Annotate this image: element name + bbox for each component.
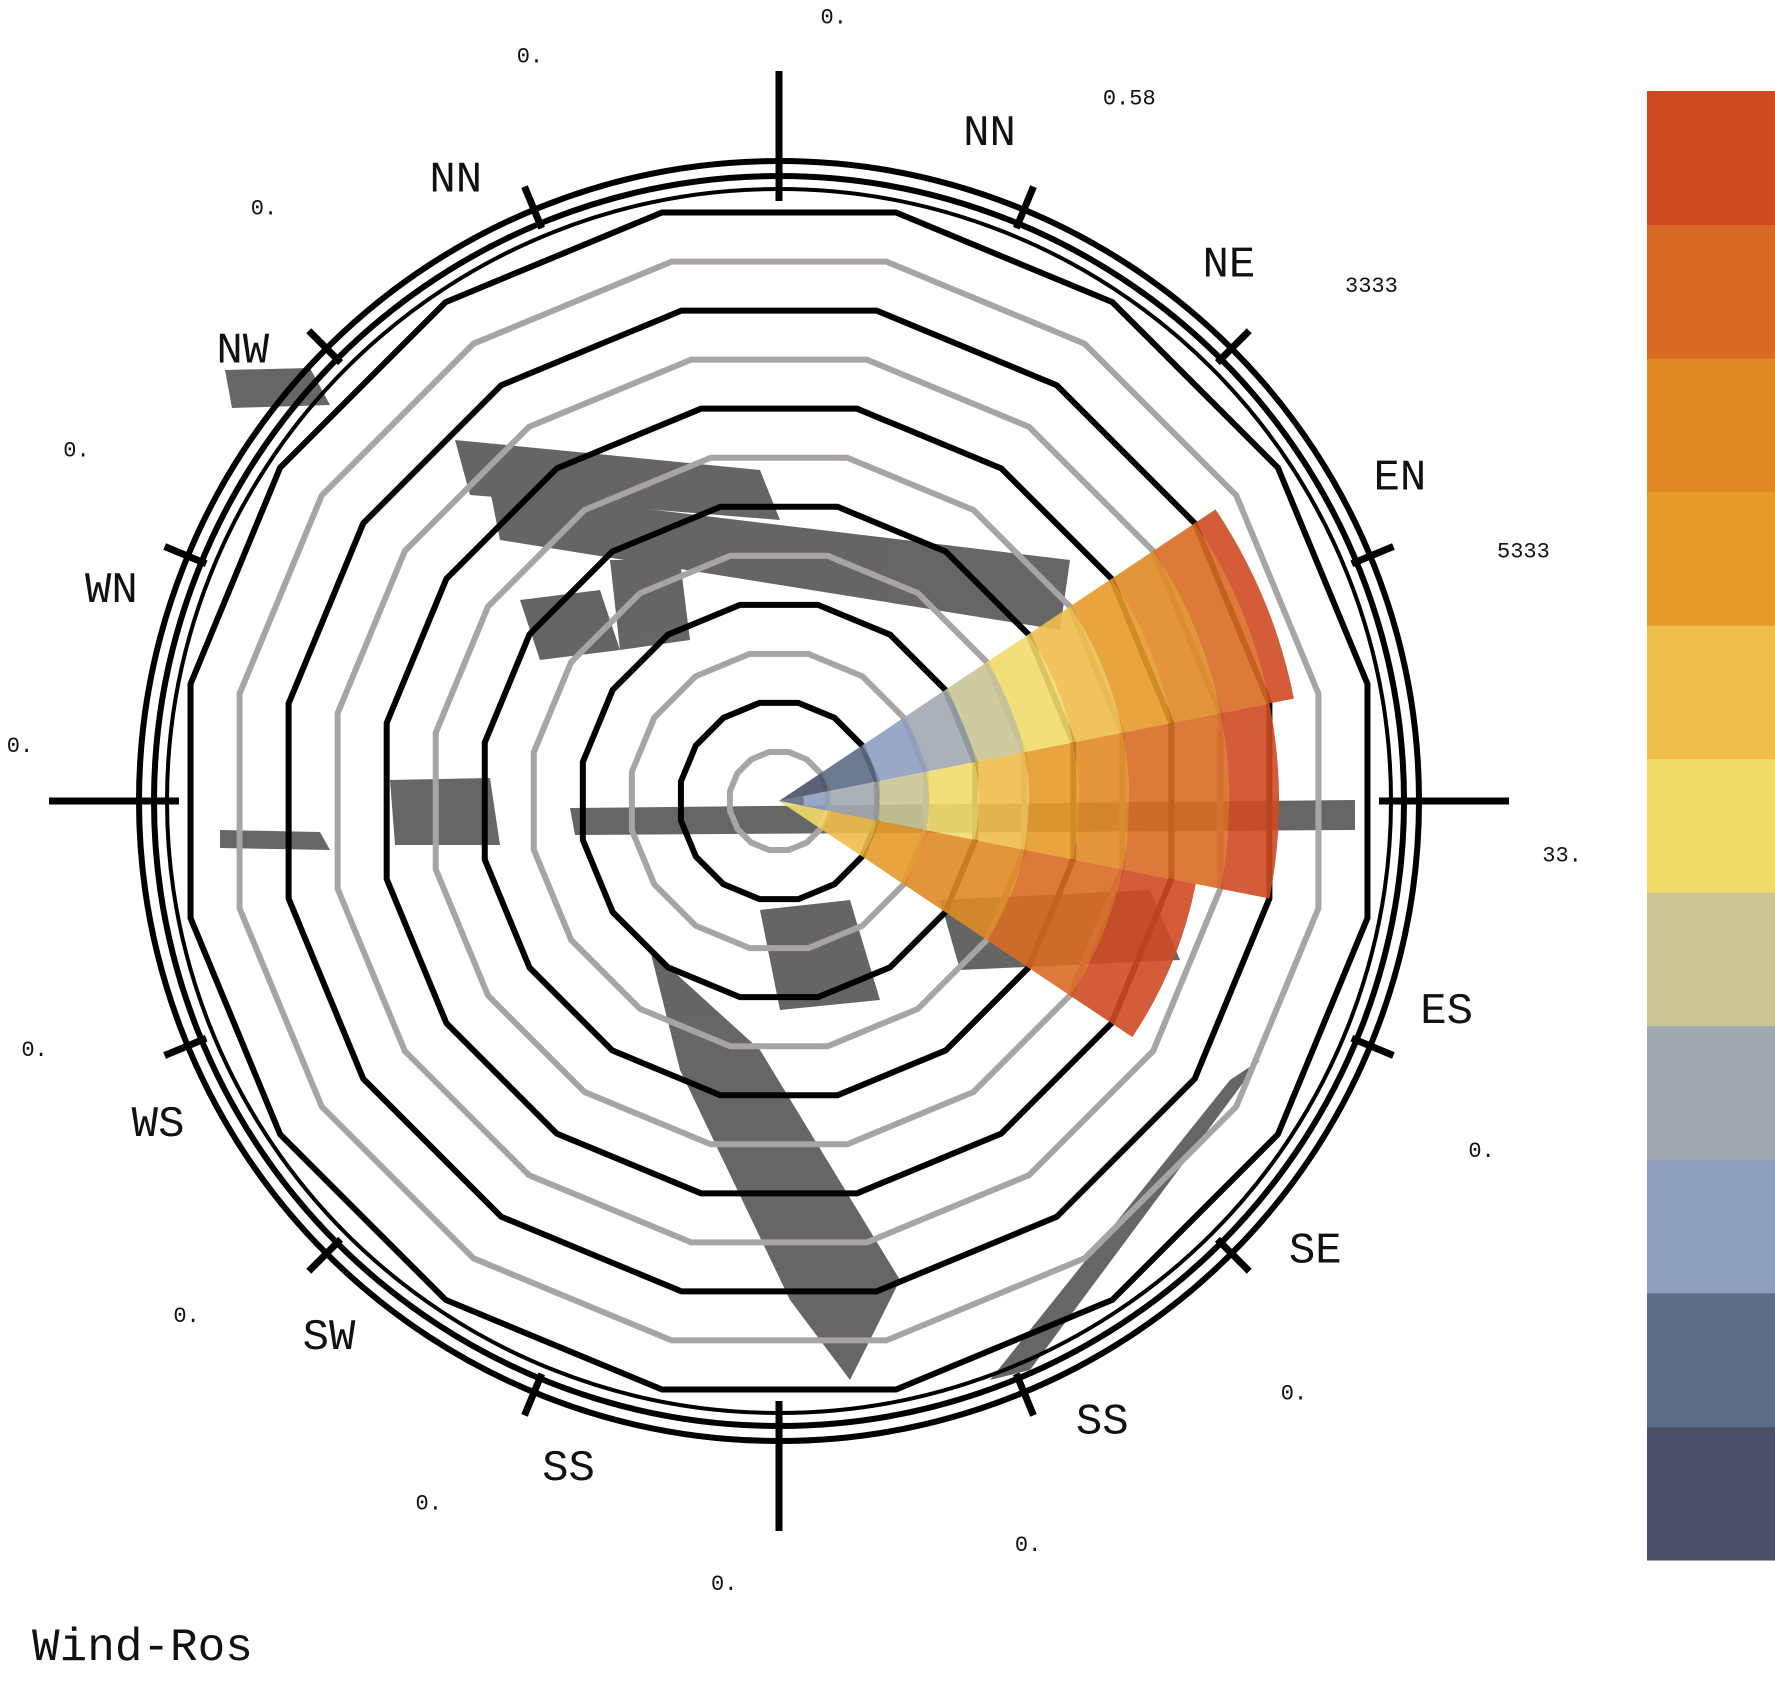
compass-tick — [521, 1372, 545, 1417]
compass-tick — [306, 328, 344, 366]
direction-label: WS — [132, 1100, 185, 1150]
grid-ring — [236, 258, 1322, 1344]
colorbar-swatch — [1647, 91, 1775, 226]
colorbar-swatch — [1647, 224, 1775, 359]
building — [390, 778, 500, 845]
wind-sector — [1028, 606, 1123, 743]
wind-sector — [862, 820, 927, 885]
total-label: 0. — [251, 196, 277, 221]
building — [490, 490, 1070, 630]
total-label: 0. — [821, 6, 847, 31]
total-label: 0. — [1281, 1381, 1307, 1406]
wind-sector — [1073, 732, 1129, 870]
direction-label: SS — [1076, 1398, 1129, 1448]
compass-tick — [521, 185, 545, 230]
grid-ring — [187, 209, 1371, 1393]
total-label: 0. — [1468, 1139, 1494, 1164]
building — [520, 590, 620, 660]
wind-sector — [828, 781, 879, 821]
wind-sector — [1220, 703, 1279, 899]
wind-sector — [903, 689, 976, 772]
compass-tick — [1013, 185, 1037, 230]
building — [220, 830, 330, 850]
wind-sector — [862, 717, 927, 782]
building — [610, 560, 690, 650]
compass-tick — [1214, 328, 1252, 366]
wind-sector — [903, 830, 1025, 940]
colorbar-swatch — [1647, 892, 1775, 1027]
wind-sector — [1122, 713, 1230, 889]
direction-label: SW — [303, 1313, 356, 1363]
colorbar-swatch — [1647, 491, 1775, 626]
total-label: 3333 — [1345, 274, 1398, 299]
chart-title: Wind-Ros — [32, 1622, 253, 1674]
compass-tick — [1013, 1372, 1037, 1417]
wind-sector — [986, 634, 1074, 753]
direction-label: EN — [1374, 453, 1427, 503]
wind-sector — [820, 810, 878, 857]
wind-sector — [945, 662, 1025, 762]
total-label: 0.58 — [1103, 86, 1156, 111]
direction-label: SS — [542, 1444, 595, 1494]
colorbar-swatch — [1647, 625, 1775, 760]
total-label: 33. — [1542, 844, 1582, 869]
wind-sector — [1070, 578, 1172, 733]
compass-tick — [306, 1236, 344, 1274]
wind-sector — [779, 801, 829, 829]
colorbar-swatch — [1647, 1426, 1775, 1561]
direction-label: NN — [963, 109, 1016, 159]
wind-sector — [803, 791, 829, 811]
total-label: 5333 — [1497, 540, 1550, 565]
building — [650, 950, 900, 1380]
direction-label: NW — [216, 327, 269, 377]
compass-tick — [163, 543, 208, 567]
total-label: 0. — [711, 1572, 737, 1597]
wind-sector — [1111, 550, 1221, 723]
wind-sector — [779, 773, 829, 801]
direction-label: WN — [85, 566, 138, 616]
colorbar-swatch — [1647, 358, 1775, 493]
direction-label: SE — [1289, 1227, 1342, 1277]
total-label: 0. — [173, 1304, 199, 1329]
wind-sector — [877, 771, 929, 831]
compass-tick — [1214, 1236, 1252, 1274]
total-label: 0. — [1015, 1533, 1041, 1558]
total-label: 0. — [21, 1038, 47, 1063]
wind-sector — [820, 745, 878, 792]
wind-sector — [975, 752, 1029, 850]
wind-sector — [1024, 742, 1080, 860]
direction-label: NE — [1203, 240, 1256, 290]
total-label: 0. — [517, 44, 543, 69]
wind-sector — [779, 796, 804, 806]
colorbar-swatch — [1647, 1292, 1775, 1427]
direction-label: ES — [1420, 987, 1473, 1037]
wind-sector — [1194, 509, 1294, 704]
colorbar-swatch — [1647, 1159, 1775, 1294]
wind-sector — [1070, 869, 1196, 1038]
wind-sector — [926, 761, 979, 841]
wind-sector — [1153, 523, 1270, 714]
colorbar-swatch — [1647, 758, 1775, 893]
colorbar-swatch — [1647, 1025, 1775, 1160]
compass-tick — [163, 1035, 208, 1059]
direction-label: NN — [429, 156, 482, 206]
wind-sector — [986, 849, 1123, 996]
total-label: 0. — [7, 734, 33, 759]
compass-tick — [1350, 543, 1395, 567]
compass-tick — [1350, 1035, 1395, 1059]
total-label: 0. — [63, 439, 89, 464]
total-label: 0. — [416, 1491, 442, 1516]
